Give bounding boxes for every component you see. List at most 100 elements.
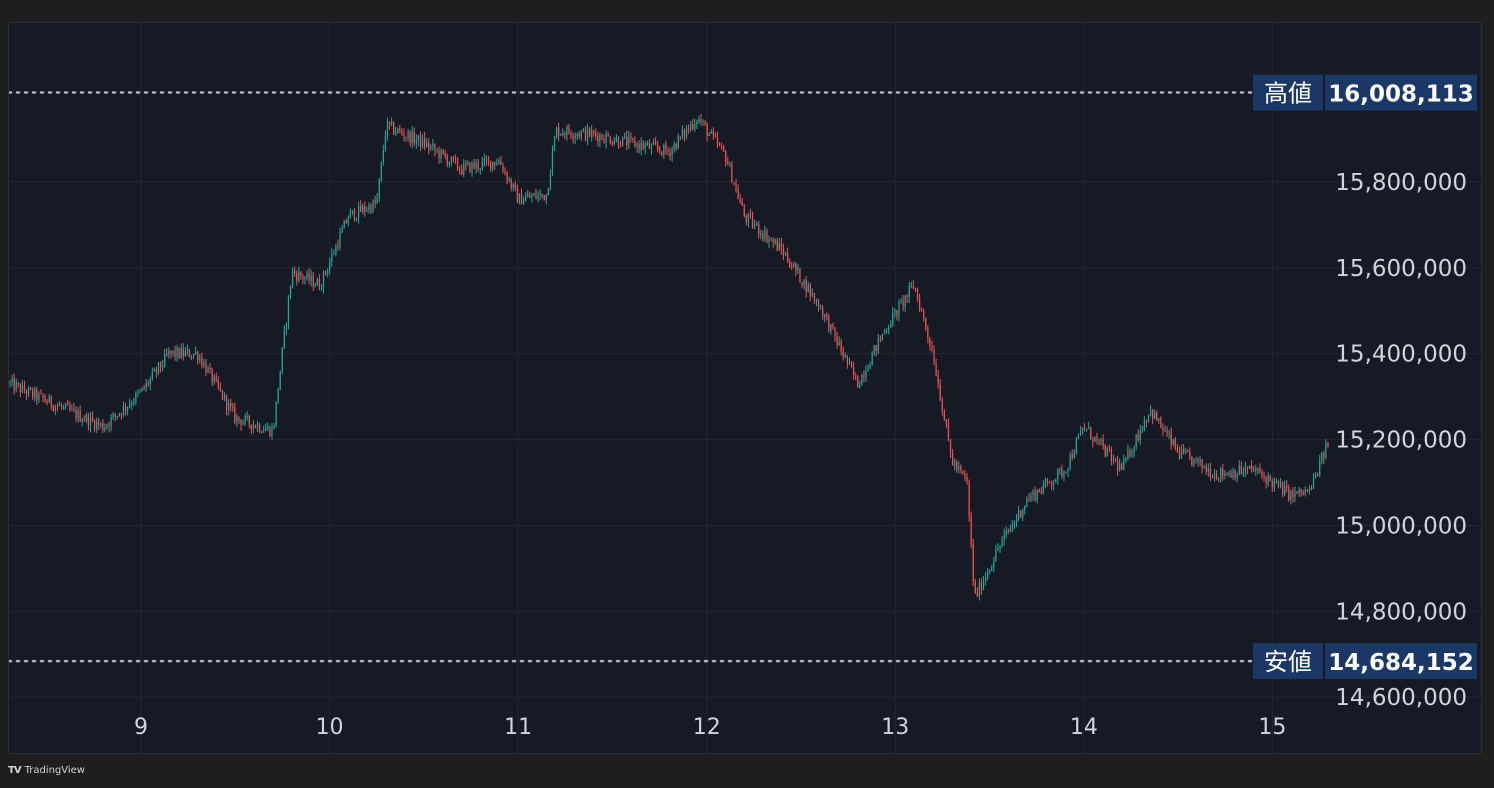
candle-body [65,403,67,407]
candle-body [822,308,824,317]
candle-body [1015,519,1018,523]
candle-body [1213,473,1216,479]
candle-body [1211,476,1214,479]
high-value-box [1325,74,1477,111]
candle-body [106,424,108,428]
candle-body [958,466,960,470]
candle-body [817,300,820,309]
candle-body [1310,488,1313,490]
candle-body [1075,438,1077,454]
candle-body [91,416,94,421]
candle-body [1195,457,1197,459]
candle-body [467,162,469,165]
candle-body [60,405,63,407]
candle-body [586,128,589,140]
candle-body [714,134,717,137]
candle-body [916,289,919,298]
candle-body [9,382,11,384]
candle-body [1055,479,1057,483]
candle-body [937,375,939,385]
candle-body [56,405,59,407]
candle-body [727,161,729,165]
candle-body [815,300,818,302]
candle-body [543,195,545,200]
candle-body [1199,459,1201,463]
candle-body [885,330,888,332]
candle-body [1261,471,1263,476]
candle-body [570,133,572,137]
candle-body [1232,470,1234,478]
candle-body [844,355,846,357]
candle-body [778,243,780,251]
candle-body [1104,445,1106,456]
candle-body [615,137,618,142]
candle-body [440,149,442,159]
candle-body [830,324,832,332]
candle-body [419,135,422,147]
candle-body [180,348,182,358]
candle-body [1257,468,1259,471]
y-tick-label: 15,800,000 [1335,170,1467,196]
candle-body [1034,491,1036,500]
tradingview-logo-icon: TV [8,764,22,776]
candle-body [704,121,706,125]
candle-body [32,389,34,397]
candle-body [399,128,401,131]
candle-body [1242,472,1245,474]
candle-body [1230,472,1232,478]
candle-body [1290,490,1292,500]
candle-body [11,378,13,383]
candle-body [1220,468,1222,480]
candle-body [38,393,40,400]
candle-body [283,329,285,348]
candle-body [1090,427,1092,439]
candle-body [780,243,783,250]
candle-body [465,163,467,165]
candle-body [296,273,298,281]
candle-body [322,271,325,289]
candle-body [1133,446,1135,454]
candle-body [382,150,384,163]
candle-body [551,150,554,173]
candle-body [341,228,343,233]
candle-body [378,178,380,199]
candle-body [461,169,463,174]
candle-body [1135,434,1137,447]
candle-body [1244,467,1247,473]
candle-body [1187,451,1189,453]
candle-body [380,162,382,179]
candle-body [1277,480,1280,486]
candle-body [574,135,576,139]
candle-body [1191,456,1193,465]
candle-body [739,198,741,203]
candle-body [807,285,809,293]
y-tick-label: 14,800,000 [1335,599,1467,625]
candle-body [329,262,331,271]
candle-body [708,133,710,136]
candle-body [413,131,415,144]
candle-body [248,415,250,425]
candle-body [758,223,760,235]
price-chart[interactable]: 高値 16,008,113 安値 14,684,152 14,600,000 14,80… [9,23,1481,753]
candle-body [137,392,139,394]
y-tick-label: 14,600,000 [1335,685,1467,711]
candle-body [46,401,48,403]
candle-body [327,270,329,274]
candle-body [522,200,525,205]
candle-body [776,240,778,251]
candle-body [972,543,974,582]
candle-body [170,350,172,353]
candle-body [434,144,436,151]
candle-body [947,423,950,440]
chart-frame[interactable]: 高値 16,008,113 安値 14,684,152 14,600,000 14,80… [8,22,1482,754]
candle-body [960,466,962,471]
candle-body [764,230,766,239]
candle-body [667,150,669,152]
candle-body [1081,428,1084,432]
candle-body [1259,468,1261,472]
candle-body [547,188,549,196]
candle-body [228,402,230,410]
candle-body [987,572,989,578]
candle-body [71,408,73,410]
candle-body [883,330,886,334]
